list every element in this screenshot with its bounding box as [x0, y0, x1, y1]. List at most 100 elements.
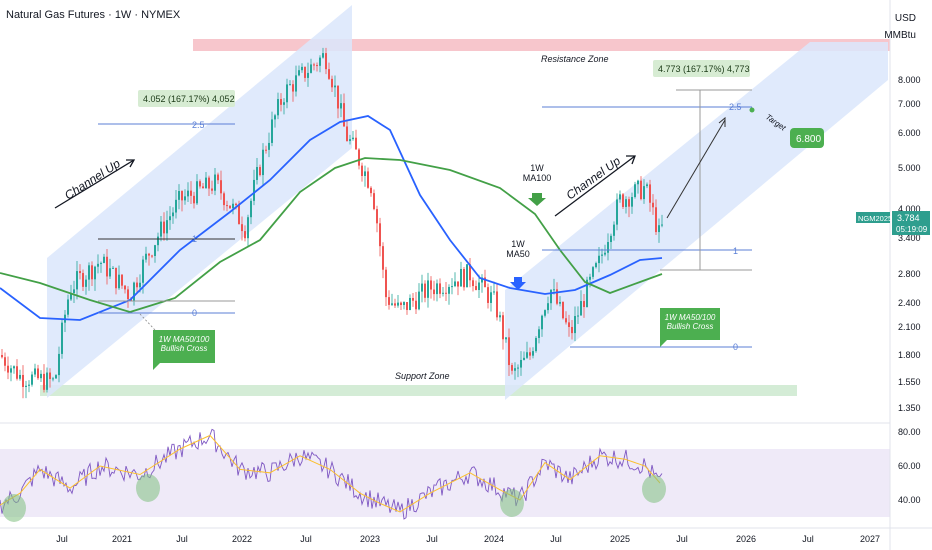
candle-body [313, 64, 315, 66]
candle-body [13, 366, 15, 369]
candle-body [394, 303, 396, 306]
candle [46, 367, 48, 393]
candle-body [610, 235, 612, 243]
candle-body [508, 337, 510, 366]
candle [178, 184, 180, 210]
candle [448, 284, 450, 305]
candle-body [661, 224, 663, 226]
candle [622, 193, 624, 209]
candle-body [148, 253, 150, 256]
candle [403, 301, 405, 310]
candle-body [340, 103, 342, 109]
fib-left-label-2-5: 2.5 [192, 120, 205, 130]
candle-body [502, 315, 504, 340]
fib-left-label-1: 1 [192, 234, 197, 244]
candle-body [127, 289, 129, 300]
candle [196, 174, 198, 206]
candle [82, 269, 84, 291]
x-tick-label: Jul [426, 534, 438, 544]
candle-body [481, 277, 483, 283]
candle [532, 347, 534, 359]
fib-right-label-1: 1 [733, 246, 738, 256]
x-tick-label: 2024 [484, 534, 504, 544]
candle-body [622, 194, 624, 207]
candle [658, 218, 660, 243]
candle-body [505, 337, 507, 340]
candle [376, 205, 378, 233]
candle [307, 62, 309, 87]
candle [340, 94, 342, 118]
candle [169, 206, 171, 230]
candle-body [94, 266, 96, 280]
candle-body [196, 181, 198, 204]
candle [109, 258, 111, 280]
candle [565, 311, 567, 325]
candle [643, 179, 645, 204]
candle-body [406, 302, 408, 310]
candle [451, 278, 453, 295]
candle-body [400, 302, 402, 306]
candle-body [16, 366, 18, 379]
x-tick-label: Jul [550, 534, 562, 544]
candle [22, 365, 24, 399]
candle [436, 279, 438, 302]
candle-body [178, 191, 180, 200]
measure-box-left [138, 90, 235, 107]
candle-body [52, 378, 54, 380]
candle [577, 306, 579, 325]
candle-body [235, 203, 237, 206]
candle [133, 281, 135, 306]
candle [430, 276, 432, 299]
rsi-tick-label: 40.00 [898, 495, 921, 505]
candle [544, 309, 546, 318]
candle [382, 242, 384, 279]
candle [127, 286, 129, 308]
candle-body [91, 265, 93, 280]
channel-up-left-label: Channel Up [62, 156, 123, 202]
candle [655, 199, 657, 236]
candle [370, 186, 372, 197]
candle-body [172, 212, 174, 217]
candle-body [211, 188, 213, 191]
candle [115, 267, 117, 295]
candle-body [262, 149, 264, 176]
candle [478, 274, 480, 298]
candle [367, 167, 369, 189]
resistance-zone-band [193, 39, 890, 51]
candle [379, 217, 381, 257]
candle [205, 172, 207, 189]
candle-body [343, 103, 345, 127]
x-tick-label: 2023 [360, 534, 380, 544]
candle-body [61, 322, 63, 354]
candle [181, 190, 183, 212]
candle [373, 189, 375, 211]
candle-body [136, 282, 138, 288]
candle-body [466, 264, 468, 288]
candle-body [373, 193, 375, 210]
candle-body [157, 236, 159, 246]
candle-body [169, 216, 171, 221]
candle-body [31, 374, 33, 385]
candle [613, 221, 615, 241]
candle-body [607, 242, 609, 253]
price-tag-box [892, 211, 930, 235]
candle-body [97, 263, 99, 267]
candle-body [46, 372, 48, 390]
candle-body [115, 267, 117, 289]
candle-body [226, 205, 228, 207]
candle-body [25, 385, 27, 387]
candle [61, 319, 63, 359]
candle-body [175, 199, 177, 213]
candle-body [10, 368, 12, 373]
candle-body [253, 179, 255, 201]
candle [124, 284, 126, 294]
candle-body [442, 292, 444, 294]
candle-body [145, 253, 147, 260]
candle [592, 266, 594, 280]
candle-body [49, 372, 51, 379]
candle [19, 369, 21, 381]
y-tick-label: 8.000 [898, 75, 921, 85]
candle-body [346, 126, 348, 142]
candle-body [205, 177, 207, 189]
